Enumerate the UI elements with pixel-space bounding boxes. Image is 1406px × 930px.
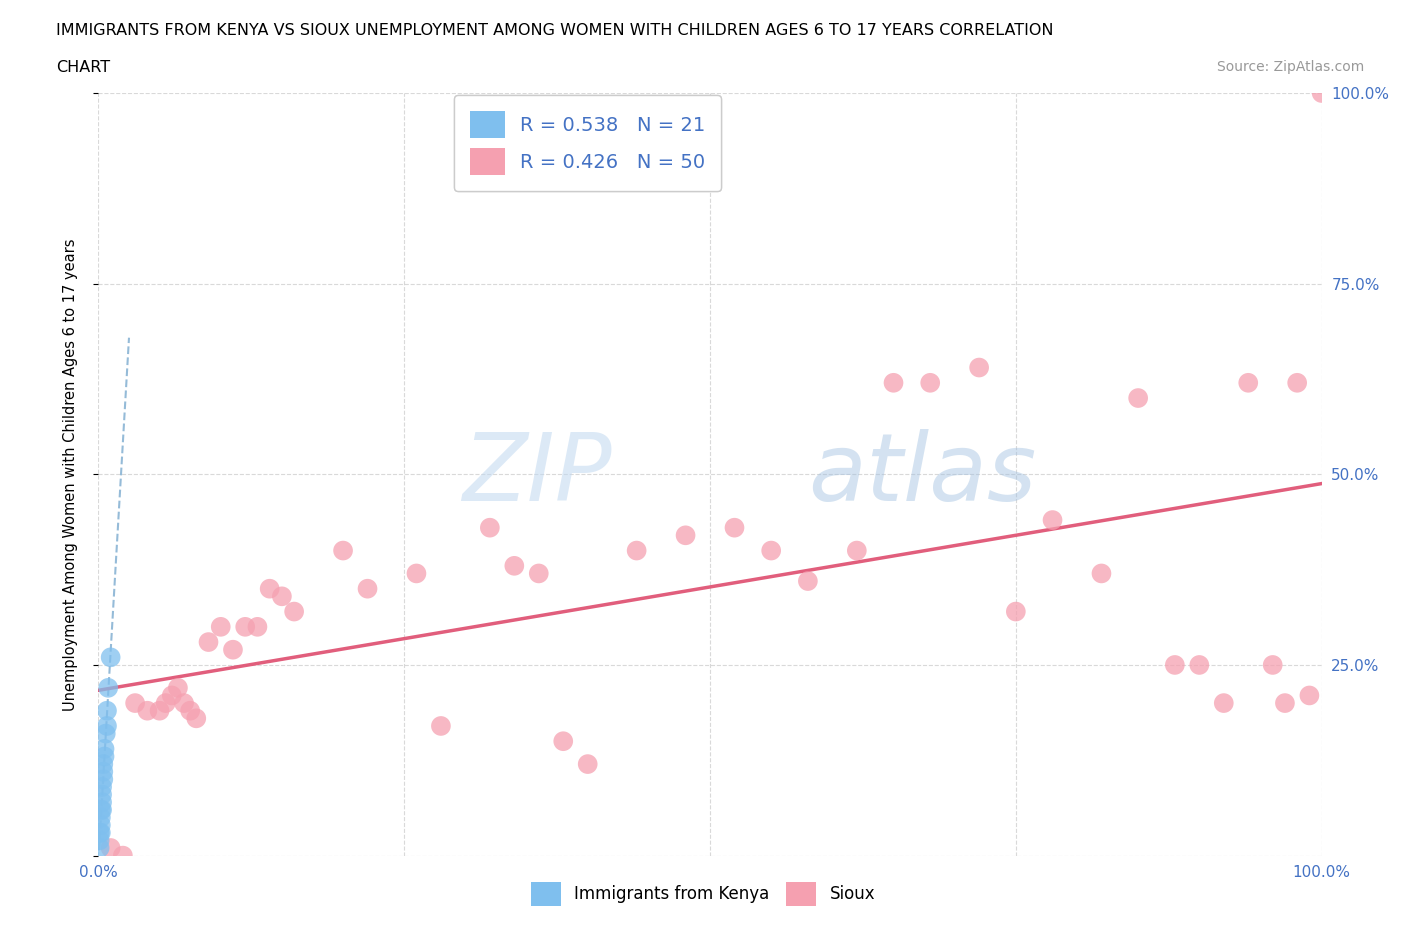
Point xyxy=(527,566,550,581)
Point xyxy=(91,803,114,817)
Point xyxy=(222,643,245,658)
Point xyxy=(1310,86,1333,100)
Point xyxy=(761,543,783,558)
Point xyxy=(186,711,208,725)
Point xyxy=(967,360,990,375)
Point xyxy=(1188,658,1211,672)
Point xyxy=(233,619,256,634)
Legend: R = 0.538   N = 21, R = 0.426   N = 50: R = 0.538 N = 21, R = 0.426 N = 50 xyxy=(454,95,721,191)
Point xyxy=(97,681,120,696)
Y-axis label: Unemployment Among Women with Children Ages 6 to 17 years: Unemployment Among Women with Children A… xyxy=(63,238,77,711)
Point xyxy=(111,848,134,863)
Point xyxy=(197,634,219,649)
Point xyxy=(1164,658,1187,672)
Point xyxy=(179,703,201,718)
Point xyxy=(405,566,427,581)
Point xyxy=(356,581,378,596)
Point xyxy=(332,543,354,558)
Point xyxy=(1212,696,1234,711)
Text: IMMIGRANTS FROM KENYA VS SIOUX UNEMPLOYMENT AMONG WOMEN WITH CHILDREN AGES 6 TO : IMMIGRANTS FROM KENYA VS SIOUX UNEMPLOYM… xyxy=(56,23,1053,38)
Point xyxy=(576,757,599,772)
Point xyxy=(845,543,868,558)
Legend: Immigrants from Kenya, Sioux: Immigrants from Kenya, Sioux xyxy=(524,875,882,912)
Point xyxy=(1237,376,1260,391)
Point xyxy=(167,681,190,696)
Point xyxy=(89,841,111,856)
Point xyxy=(553,734,575,749)
Point xyxy=(1274,696,1296,711)
Text: Source: ZipAtlas.com: Source: ZipAtlas.com xyxy=(1216,60,1364,74)
Point xyxy=(94,726,117,741)
Point xyxy=(91,779,114,794)
Point xyxy=(89,825,111,840)
Point xyxy=(1286,376,1309,391)
Point xyxy=(155,696,177,711)
Point xyxy=(209,619,232,634)
Point xyxy=(124,696,146,711)
Point xyxy=(1128,391,1150,405)
Point xyxy=(91,757,114,772)
Point xyxy=(90,803,112,817)
Point xyxy=(100,841,122,856)
Point xyxy=(91,772,114,787)
Point xyxy=(93,741,115,756)
Point xyxy=(93,749,115,764)
Point xyxy=(96,703,118,718)
Point xyxy=(920,376,942,391)
Point xyxy=(675,528,697,543)
Point xyxy=(503,558,526,573)
Point xyxy=(91,764,114,779)
Point xyxy=(1004,604,1026,619)
Point xyxy=(96,719,118,734)
Point xyxy=(1261,658,1284,672)
Point xyxy=(173,696,195,711)
Point xyxy=(270,589,294,604)
Point xyxy=(1298,688,1320,703)
Point xyxy=(90,810,112,825)
Point xyxy=(283,604,305,619)
Text: CHART: CHART xyxy=(56,60,110,75)
Point xyxy=(883,376,905,391)
Point xyxy=(89,833,111,848)
Text: ZIP: ZIP xyxy=(463,429,612,520)
Point xyxy=(136,703,159,718)
Point xyxy=(1042,512,1064,527)
Point xyxy=(91,787,114,802)
Point xyxy=(91,795,114,810)
Point xyxy=(246,619,269,634)
Point xyxy=(100,650,122,665)
Point xyxy=(160,688,183,703)
Point xyxy=(797,574,820,589)
Point xyxy=(259,581,281,596)
Point xyxy=(90,825,112,840)
Point xyxy=(626,543,648,558)
Point xyxy=(478,520,501,535)
Point xyxy=(723,520,745,535)
Point xyxy=(90,817,112,832)
Point xyxy=(149,703,172,718)
Text: atlas: atlas xyxy=(808,429,1036,520)
Point xyxy=(430,719,453,734)
Point xyxy=(1090,566,1112,581)
